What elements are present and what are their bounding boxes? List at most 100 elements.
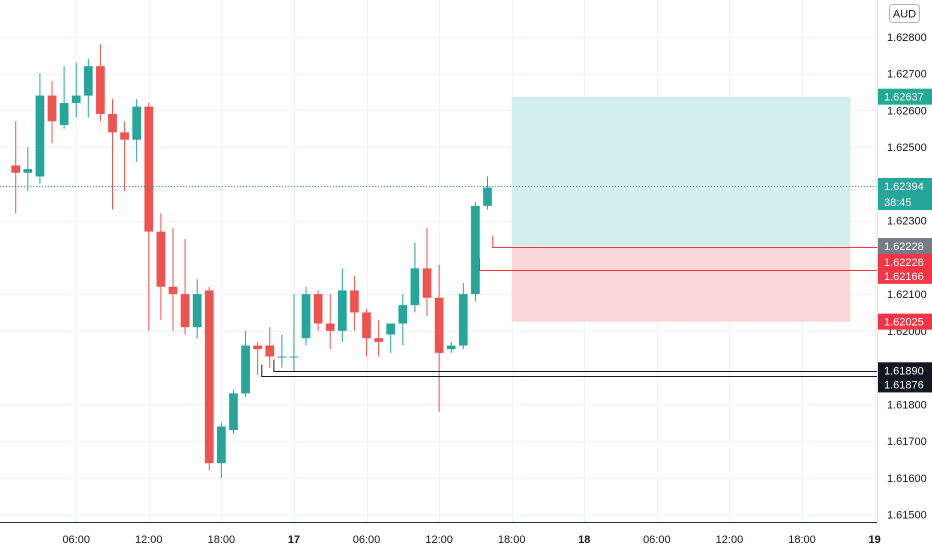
candle-body [83, 66, 93, 96]
candle-body [120, 132, 129, 140]
candle [144, 102, 154, 331]
time-tick-label: 18:00 [788, 534, 816, 546]
time-tick-label: 17 [288, 534, 300, 546]
level-tag: 1.62228 [884, 257, 924, 269]
candle [362, 308, 371, 357]
candle [277, 334, 287, 368]
candle [410, 242, 420, 313]
candle-body [23, 169, 33, 173]
level-tag-bg [878, 267, 932, 284]
countdown-tag-bg [878, 194, 932, 211]
candle [386, 323, 396, 353]
candle [483, 176, 492, 210]
price-tick-label: 1.61800 [887, 399, 927, 411]
time-tick-label: 06:00 [62, 534, 90, 546]
candle-body [108, 113, 117, 133]
candle [458, 283, 468, 350]
candle-body [217, 426, 226, 464]
level-tag: 1.62166 [884, 271, 924, 283]
candle [434, 264, 444, 412]
level-tag-bg [878, 254, 932, 271]
price-tick-label: 1.62500 [887, 142, 927, 154]
time-tick-label: 06:00 [643, 534, 671, 546]
horizontal-levels[interactable] [0, 186, 877, 377]
time-tick-label: 19 [868, 534, 880, 546]
stop-price-tag: 1.62025 [884, 317, 924, 329]
candle [289, 294, 299, 372]
candle [120, 121, 129, 192]
price-tick-label: 1.61500 [887, 510, 927, 522]
candle-body [434, 297, 444, 353]
candle [229, 389, 238, 434]
target-price-tag: 1.62637 [884, 92, 924, 104]
time-tick-label: 12:00 [716, 534, 744, 546]
price-tick-label: 1.61700 [887, 436, 927, 448]
stop-zone[interactable] [511, 247, 851, 322]
price-tick-label: 1.62800 [887, 32, 927, 44]
candle-body [446, 345, 456, 350]
candle-body [192, 294, 202, 328]
candle [422, 227, 432, 317]
currency-badge[interactable]: AUD [889, 4, 920, 23]
position-zones[interactable] [511, 96, 851, 322]
candle-body [458, 294, 468, 346]
candle [446, 341, 456, 353]
candle [471, 202, 480, 302]
candle-body [289, 356, 299, 358]
candle [253, 341, 263, 375]
candle-body [386, 323, 396, 335]
candle [83, 58, 93, 118]
candle-body [265, 345, 275, 357]
entry-price-tag: 1.62228 [884, 241, 924, 253]
price-tick-label: 1.62300 [887, 216, 927, 228]
time-tick-label: 18 [578, 534, 590, 546]
candle [313, 290, 323, 331]
candle [265, 327, 275, 368]
candle [204, 286, 214, 471]
candle-body [241, 345, 250, 394]
price-tick-label: 1.61600 [887, 473, 927, 485]
candle-body [96, 66, 105, 114]
currency-label: AUD [893, 9, 916, 21]
candle-body [229, 393, 238, 431]
candle [168, 227, 178, 331]
candle [350, 275, 359, 331]
time-tick-label: 18:00 [208, 534, 236, 546]
candle [180, 238, 190, 335]
candle [217, 422, 226, 478]
candle-body [204, 290, 214, 464]
candle-body [483, 187, 492, 206]
candle-body [422, 268, 432, 298]
candle [108, 99, 117, 210]
price-tick-label: 1.62100 [887, 289, 927, 301]
candle-body [156, 231, 166, 287]
price-tick-label: 1.62600 [887, 105, 927, 117]
candle [11, 121, 21, 214]
candle [301, 286, 311, 346]
target-zone[interactable] [511, 96, 851, 248]
candle-body [277, 356, 287, 358]
time-tick-label: 18:00 [498, 534, 526, 546]
level-tag: 1.61890 [884, 365, 924, 377]
candle [71, 62, 81, 118]
time-tick-label: 12:00 [135, 534, 163, 546]
candle [374, 319, 383, 357]
candle [398, 294, 408, 346]
candle-body [35, 95, 45, 177]
candle [132, 99, 142, 162]
candle-body [398, 305, 408, 324]
time-axis[interactable]: 06:00 12:00 18:00 17 06:00 12:00 18:00 18 06:00 1… [62, 534, 880, 546]
candle-body [325, 323, 335, 331]
candle-body [132, 106, 142, 140]
target-price-tag-bg [878, 88, 932, 105]
candle [35, 73, 45, 184]
candle [241, 330, 250, 398]
candle-body [180, 294, 190, 328]
entry-price-tag-bg [878, 238, 932, 255]
time-tick-label: 12:00 [425, 534, 453, 546]
candle-body [471, 205, 480, 295]
candle-body [59, 102, 69, 125]
stop-price-tag-bg [878, 313, 932, 330]
level-tag: 1.61876 [884, 379, 924, 391]
